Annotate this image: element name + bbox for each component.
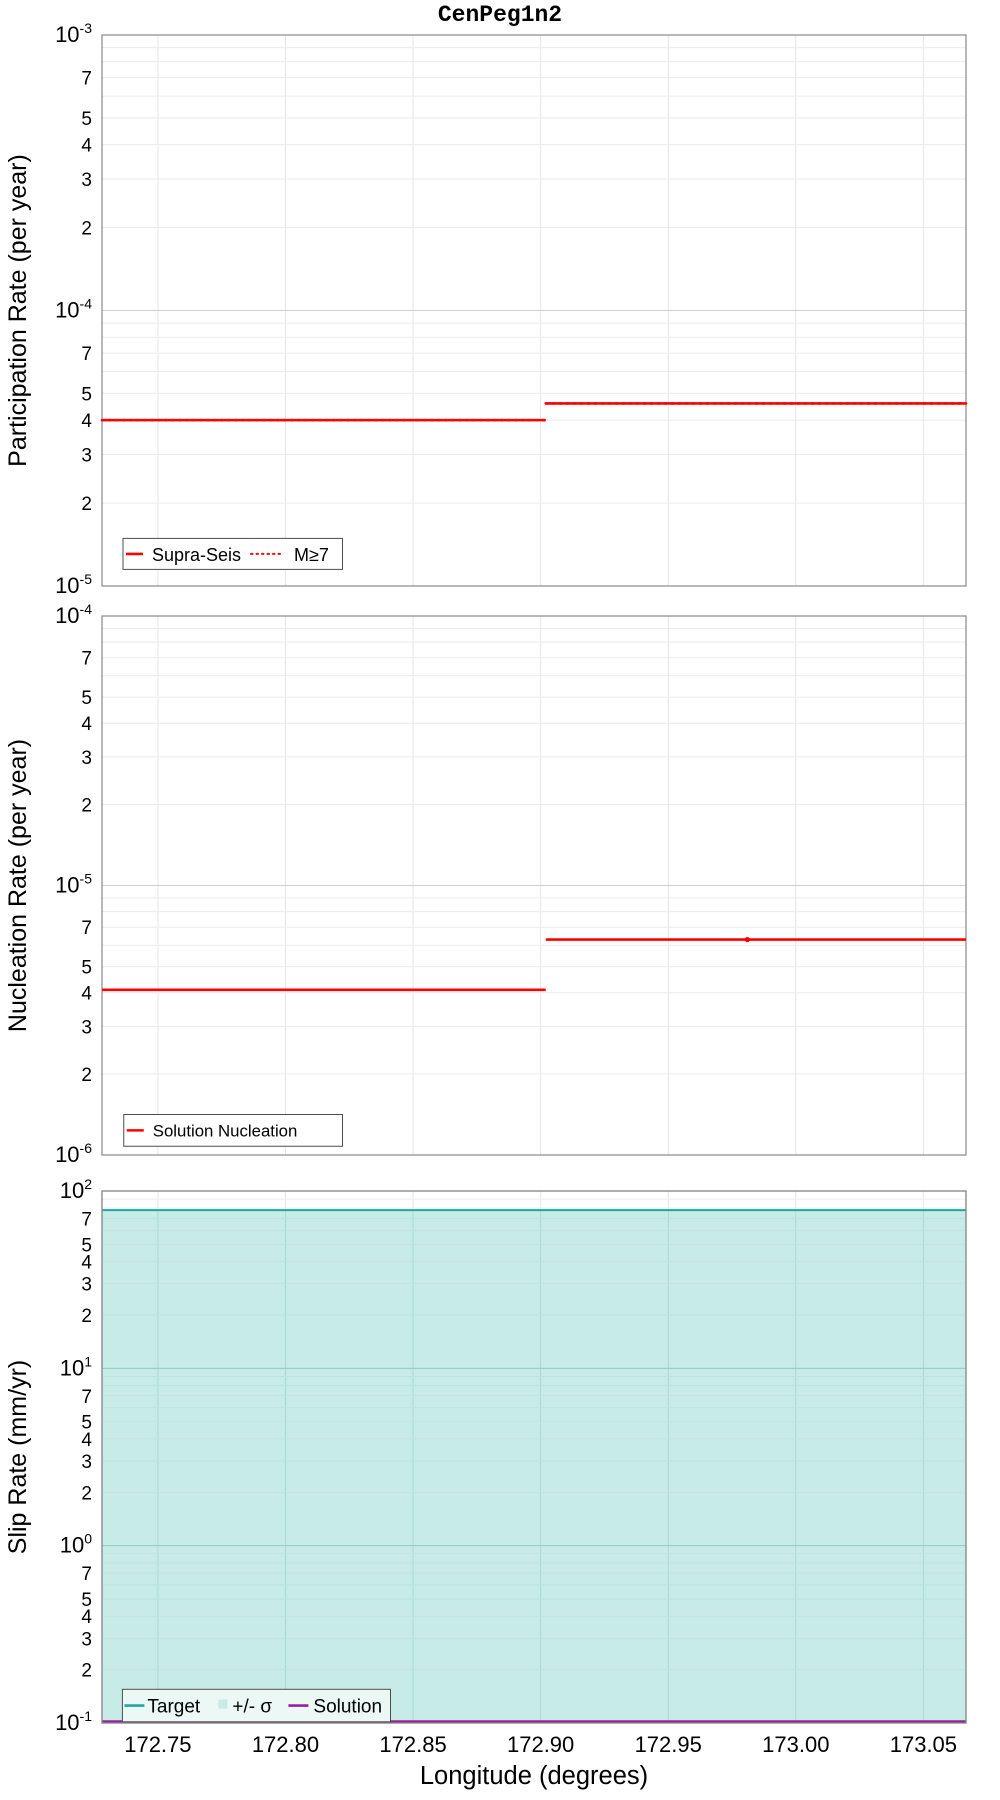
svg-text:101: 101 [60,1353,92,1380]
svg-text:Longitude (degrees): Longitude (degrees) [420,1762,648,1790]
svg-text:172.80: 172.80 [252,1732,319,1757]
svg-text:172.90: 172.90 [507,1732,574,1757]
svg-text:3: 3 [81,1275,92,1296]
svg-text:7: 7 [81,1209,92,1230]
svg-text:2: 2 [81,1306,92,1327]
svg-text:172.95: 172.95 [635,1732,702,1757]
svg-text:3: 3 [81,1452,92,1473]
svg-text:5: 5 [81,1413,92,1434]
svg-text:10-1: 10-1 [55,1708,92,1735]
svg-text:100: 100 [60,1531,92,1558]
svg-text:173.05: 173.05 [890,1732,957,1757]
svg-text:3: 3 [81,1629,92,1650]
svg-text:Target: Target [147,1697,201,1718]
svg-text:5: 5 [81,1590,92,1611]
svg-text:172.75: 172.75 [124,1732,191,1757]
svg-text:7: 7 [81,1564,92,1585]
svg-text:Solution: Solution [313,1697,382,1718]
svg-text:+/- σ: +/- σ [232,1697,272,1718]
svg-text:2: 2 [81,1661,92,1682]
svg-text:102: 102 [60,1176,92,1203]
svg-text:173.00: 173.00 [762,1732,829,1757]
svg-text:172.85: 172.85 [379,1732,446,1757]
svg-text:2: 2 [81,1483,92,1504]
svg-text:7: 7 [81,1387,92,1408]
svg-text:5: 5 [81,1235,92,1256]
svg-text:Slip Rate (mm/yr): Slip Rate (mm/yr) [4,1360,32,1554]
